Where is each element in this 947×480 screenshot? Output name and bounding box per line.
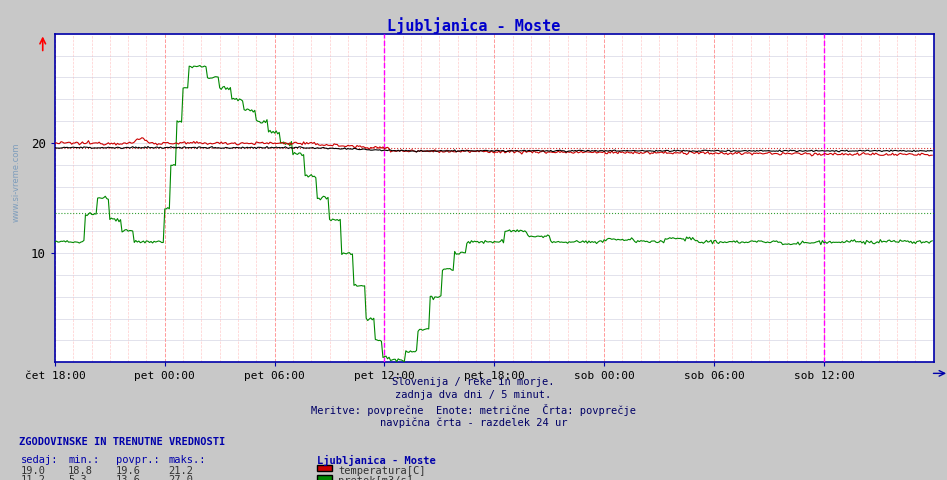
Text: 19.6: 19.6: [116, 466, 140, 476]
Text: 19.0: 19.0: [21, 466, 45, 476]
Text: Ljubljanica - Moste: Ljubljanica - Moste: [386, 17, 561, 34]
Text: ZGODOVINSKE IN TRENUTNE VREDNOSTI: ZGODOVINSKE IN TRENUTNE VREDNOSTI: [19, 437, 225, 447]
Text: 18.8: 18.8: [68, 466, 93, 476]
Text: povpr.:: povpr.:: [116, 455, 159, 465]
Text: sedaj:: sedaj:: [21, 455, 59, 465]
Text: Meritve: povprečne  Enote: metrične  Črta: povprečje: Meritve: povprečne Enote: metrične Črta:…: [311, 404, 636, 416]
Text: 27.0: 27.0: [169, 475, 193, 480]
Text: maks.:: maks.:: [169, 455, 206, 465]
Text: www.si-vreme.com: www.si-vreme.com: [11, 143, 21, 222]
Text: 5.3: 5.3: [68, 475, 87, 480]
Text: 11.2: 11.2: [21, 475, 45, 480]
Text: 21.2: 21.2: [169, 466, 193, 476]
Text: temperatura[C]: temperatura[C]: [338, 466, 425, 476]
Text: pretok[m3/s]: pretok[m3/s]: [338, 476, 413, 480]
Text: Slovenija / reke in morje.: Slovenija / reke in morje.: [392, 377, 555, 387]
Text: navpična črta - razdelek 24 ur: navpična črta - razdelek 24 ur: [380, 417, 567, 428]
Text: Ljubljanica - Moste: Ljubljanica - Moste: [317, 455, 436, 466]
Text: min.:: min.:: [68, 455, 99, 465]
Text: zadnja dva dni / 5 minut.: zadnja dva dni / 5 minut.: [396, 390, 551, 400]
Text: 13.6: 13.6: [116, 475, 140, 480]
